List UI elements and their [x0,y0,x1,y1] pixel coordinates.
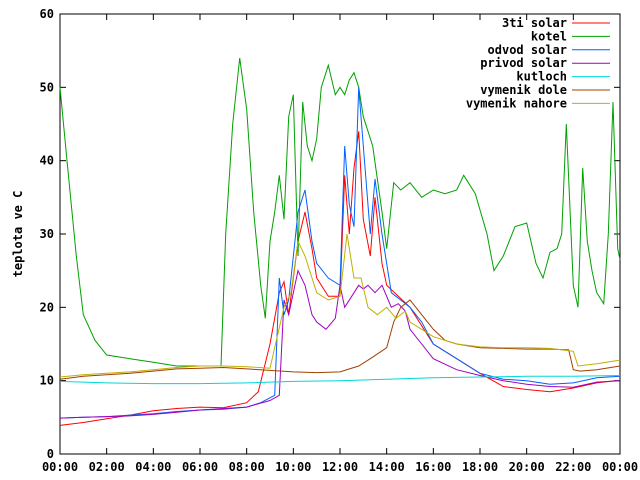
legend-label: kutloch [516,70,567,84]
x-tick-label: 00:00 [42,460,78,474]
y-tick-label: 40 [40,154,54,168]
y-tick-label: 10 [40,374,54,388]
y-axis-label: teplota ve C [11,191,25,278]
x-tick-label: 18:00 [462,460,498,474]
series-line-3 [59,269,621,419]
series-line-1 [59,57,621,367]
y-tick-label: 30 [40,227,54,241]
legend-label: 3ti solar [502,16,567,30]
x-tick-label: 20:00 [509,460,545,474]
y-tick-label: 0 [47,447,54,461]
series-line-6 [59,233,621,378]
y-tick-label: 20 [40,300,54,314]
x-tick-label: 12:00 [322,460,358,474]
legend-label: privod solar [480,56,567,70]
x-tick-label: 22:00 [555,460,591,474]
x-tick-label: 10:00 [275,460,311,474]
legend-label: kotel [531,29,567,43]
x-tick-label: 16:00 [415,460,451,474]
x-tick-label: 00:00 [602,460,638,474]
x-tick-label: 02:00 [89,460,125,474]
series-line-5 [59,299,621,380]
legend-label: vymenik nahore [466,96,567,110]
series-layer [59,57,621,426]
x-tick-label: 06:00 [182,460,218,474]
y-tick-label: 60 [40,7,54,21]
series-line-2 [59,87,621,419]
axis-ticks: 0 10 20 30 40 50 60 00:00 02:00 04:00 06:00 08:00 10… [40,7,639,474]
x-tick-label: 14:00 [369,460,405,474]
legend-label: odvod solar [488,43,567,57]
x-tick-label: 04:00 [135,460,171,474]
x-tick-label: 08:00 [229,460,265,474]
y-tick-label: 50 [40,80,54,94]
legend-label: vymenik dole [480,83,567,97]
series-line-4 [59,375,621,385]
